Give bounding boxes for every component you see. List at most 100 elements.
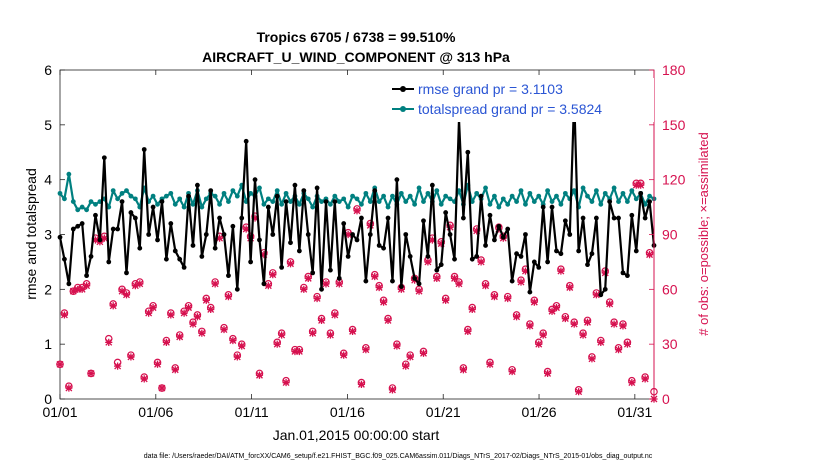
obs-assimilated-marker <box>508 367 516 376</box>
rmse-point <box>279 265 285 270</box>
spread-point <box>434 188 440 194</box>
spread-point <box>616 199 621 205</box>
spread-point <box>305 196 311 202</box>
spread-point <box>425 190 431 196</box>
rmse-point <box>62 256 67 262</box>
obs-assimilated-marker <box>65 384 73 392</box>
obs-assimilated-marker <box>362 346 370 354</box>
spread-point <box>155 201 160 207</box>
spread-point <box>474 190 480 196</box>
rmse-point <box>492 237 497 243</box>
spread-point <box>647 193 652 199</box>
rmse-point <box>403 232 409 237</box>
legend-box <box>390 78 654 122</box>
obs-assimilated-marker <box>473 227 481 235</box>
spread-point <box>150 193 156 199</box>
spread-point <box>549 199 555 205</box>
left-y-axis: 0 1 2 3 4 5 6 <box>44 62 65 407</box>
obs-assimilated-marker <box>100 234 108 242</box>
spread-point <box>500 196 506 202</box>
obs-assimilated-marker <box>570 320 578 328</box>
obs-assimilated-marker <box>388 386 397 394</box>
x-tick-label: 01/16 <box>330 404 365 420</box>
rmse-point <box>425 254 431 259</box>
spread-point <box>75 207 81 213</box>
obs-assimilated-marker <box>114 362 122 370</box>
rmse-point <box>195 182 200 188</box>
rmse-point <box>66 281 72 287</box>
obs-assimilated-marker <box>109 302 117 310</box>
obs-assimilated-marker <box>428 236 436 244</box>
rmse-point <box>562 218 568 224</box>
spread-point <box>168 190 174 196</box>
obs-assimilated-marker <box>344 230 352 239</box>
obs-assimilated-marker <box>136 280 144 288</box>
legend: rmse grand pr = 3.1103 totalspread grand… <box>390 78 654 122</box>
obs-assimilated-marker <box>521 267 530 275</box>
obs-assimilated-marker <box>171 366 179 374</box>
obs-assimilated-marker <box>557 267 565 275</box>
obs-assimilated-marker <box>127 353 135 361</box>
spread-point <box>84 207 89 213</box>
spread-point <box>110 188 116 194</box>
obs-assimilated-marker <box>406 353 414 361</box>
obs-assimilated-marker <box>278 331 286 339</box>
rmse-point <box>576 248 582 254</box>
spread-point <box>354 196 360 202</box>
spread-point <box>545 188 551 194</box>
rmse-point <box>323 199 329 205</box>
rmse-point <box>93 212 98 218</box>
spread-point <box>536 193 542 199</box>
obs-assimilated-marker <box>614 346 623 354</box>
obs-assimilated-marker <box>632 181 640 189</box>
x-tick-label: 01/31 <box>617 404 652 420</box>
rmse-point <box>314 185 320 191</box>
rmse-point <box>305 232 311 237</box>
spread-point <box>265 196 271 202</box>
obs-assimilated-marker <box>82 282 91 290</box>
obs-assimilated-marker <box>486 360 494 368</box>
obs-assimilated-marker <box>415 287 423 295</box>
obs-assimilated-marker <box>442 296 450 304</box>
obs-assimilated-marker <box>145 309 153 317</box>
right-y-axis-label: # of obs: o=possible; ×=assimilated <box>696 132 711 335</box>
rmse-point <box>372 188 378 194</box>
obs-assimilated-marker <box>224 293 233 301</box>
obs-assimilated-marker <box>238 342 246 350</box>
spread-point <box>199 204 205 210</box>
obs-assimilated-marker <box>575 388 583 396</box>
rmse-point <box>359 215 364 221</box>
rmse-point <box>310 270 316 276</box>
obs-assimilated-marker <box>450 274 459 282</box>
rmse-point <box>447 232 453 237</box>
obs-assimilated-marker <box>530 298 538 306</box>
rmse-point <box>345 254 351 259</box>
spread-point <box>438 201 444 207</box>
obs-assimilated-marker <box>304 274 312 282</box>
obs-assimilated-marker <box>149 304 157 312</box>
obs-assimilated-marker <box>255 371 264 379</box>
rmse-point <box>106 259 112 265</box>
spread-point <box>625 199 630 205</box>
rmse-point <box>589 251 595 257</box>
obs-assimilated-marker <box>459 366 467 374</box>
spread-point <box>257 185 262 191</box>
obs-assimilated-marker <box>167 311 175 319</box>
spread-point <box>359 201 364 207</box>
obs-assimilated-marker <box>348 327 357 335</box>
obs-assimilated-marker <box>60 311 69 319</box>
footer-data-file: data file: /Users/raeder/DAI/ATM_forcXX/… <box>144 453 653 460</box>
obs-assimilated-marker <box>291 347 299 356</box>
rmse-point <box>478 193 484 199</box>
obs-assimilated-marker <box>504 294 512 303</box>
rmse-point <box>226 273 231 279</box>
rmse-point <box>398 284 404 289</box>
obs-assimilated-marker <box>69 287 77 295</box>
obs-assimilated-marker <box>211 280 219 288</box>
rmse-series <box>57 95 657 298</box>
rmse-point <box>199 254 205 259</box>
rmse-point <box>341 221 347 226</box>
rmse-point <box>434 267 440 273</box>
obs-assimilated-marker <box>313 294 321 303</box>
rmse-point <box>101 155 107 161</box>
